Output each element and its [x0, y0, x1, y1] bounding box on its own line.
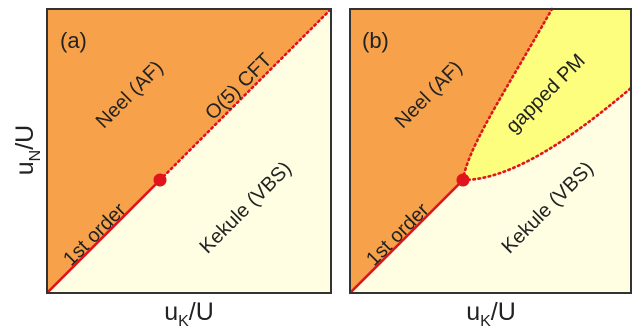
panel-b: (b) Neel (AF) gapped PM Kekule (VBS) 1st… — [349, 7, 633, 327]
panel-a-x-axis-label: uK/U — [164, 298, 214, 327]
panel-b-critical-point — [456, 173, 470, 187]
panel-b-first-order-line — [349, 179, 464, 294]
panel-b-upper-dotted-boundary — [461, 7, 554, 182]
panel-b-x-axis-label: uK/U — [466, 298, 516, 327]
panel-a-cft-dotted-line — [158, 7, 333, 182]
panel-a-tag: (a) — [60, 28, 87, 53]
panel-a: (a) Neel (AF) O(5) CFT Kekule (VBS) 1st … — [46, 7, 333, 327]
panel-b-gapped-pm-region — [463, 9, 631, 180]
panel-b-lower-dotted-boundary — [461, 86, 633, 182]
panel-a-frame — [46, 8, 332, 294]
panel-b-frame — [349, 8, 632, 294]
panel-a-first-order-line — [46, 179, 161, 294]
y-axis-label: uN/U — [11, 125, 44, 175]
panel-a-critical-point — [153, 173, 167, 187]
panel-b-tag: (b) — [362, 28, 389, 53]
